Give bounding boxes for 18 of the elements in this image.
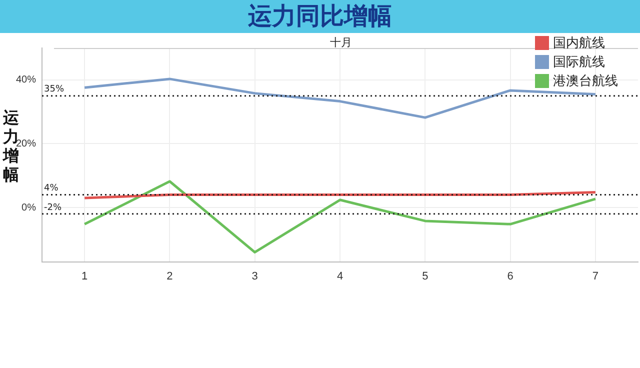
ref-line-label: -2% (44, 202, 62, 213)
legend-label: 国际航线 (553, 54, 605, 70)
y-tick-label: 0% (22, 202, 36, 214)
x-tick-label: 7 (592, 270, 598, 282)
legend-label: 国内航线 (553, 34, 605, 52)
chart-title: 运力同比增幅 (0, 0, 640, 33)
x-tick-label: 3 (252, 270, 258, 282)
x-tick-label: 1 (82, 270, 88, 282)
x-tick-label: 6 (507, 270, 514, 282)
x-tick-label: 4 (336, 270, 344, 282)
x-tick-label: 5 (422, 270, 428, 282)
x-tick-label: 2 (166, 270, 173, 282)
y-tick-label: 20% (16, 138, 36, 150)
y-tick-label: 40% (16, 74, 36, 86)
ref-line-label: 35% (44, 84, 64, 95)
legend-label: 港澳台航线 (553, 72, 618, 90)
ref-line-label: 4% (44, 184, 59, 194)
chart-subtitle: 十月 (330, 35, 352, 50)
